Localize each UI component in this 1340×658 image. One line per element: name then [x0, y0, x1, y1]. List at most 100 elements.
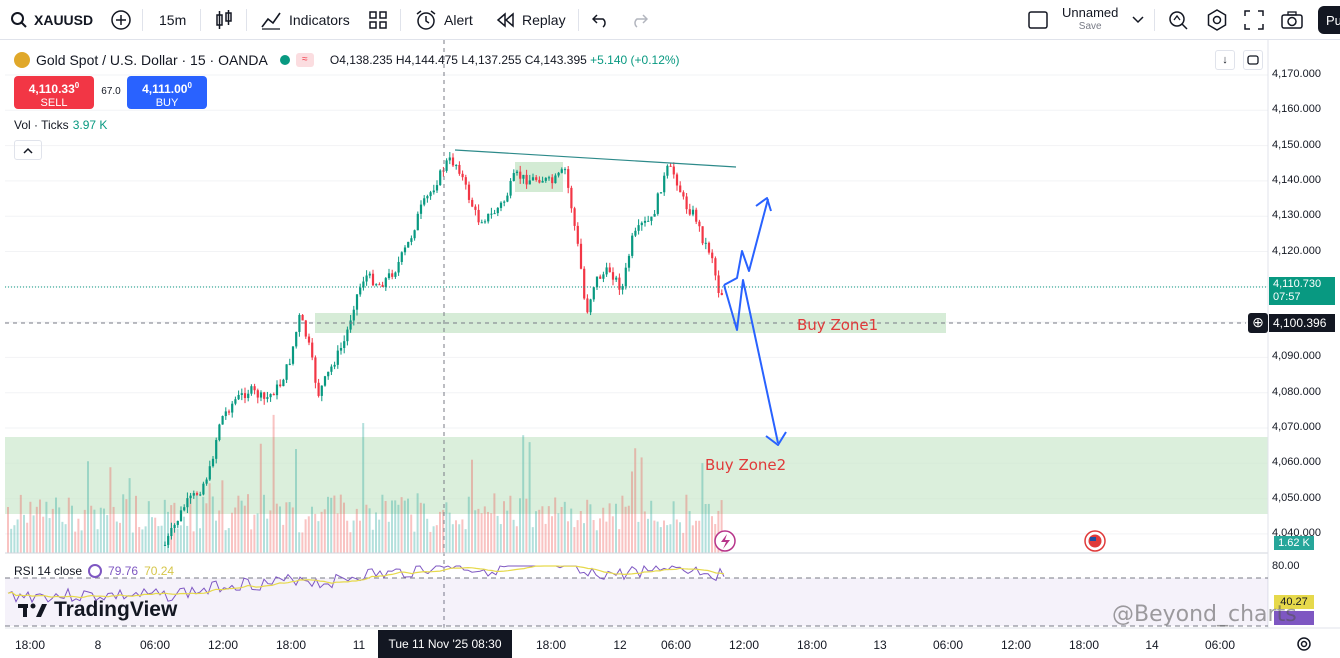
volume-bar [599, 518, 601, 553]
templates-button[interactable] [369, 0, 387, 40]
sell-button[interactable]: 4,110.330 SELL [14, 76, 94, 109]
chart-type-button[interactable] [214, 0, 234, 40]
buy-zone1-label[interactable]: Buy Zone1 [797, 316, 879, 334]
replay-label: Replay [522, 12, 566, 28]
spread-value: 67.0 [101, 86, 121, 97]
redo-button[interactable] [630, 0, 648, 40]
volume-bar [125, 499, 128, 553]
tradingview-logo[interactable]: TradingView [18, 598, 177, 622]
high-value: H4,144.475 [395, 53, 458, 67]
volume-bar [602, 507, 605, 553]
indicators-button[interactable]: Indicators [261, 0, 350, 40]
candle-body [631, 235, 634, 256]
replay-button[interactable]: Replay [496, 0, 566, 40]
scroll-down-button[interactable]: ↓ [1215, 50, 1235, 70]
alert-button[interactable]: Alert [415, 0, 473, 40]
volume-bar [256, 513, 259, 553]
candle-body [288, 363, 291, 365]
rsi-legend[interactable]: RSI 14 close 79.76 70.24 [14, 564, 174, 578]
volume-bar [122, 494, 125, 553]
volume-label: Vol · Ticks [14, 118, 69, 132]
price-tick-label: 4,090.000 [1272, 350, 1321, 363]
resistance-trendline[interactable] [454, 149, 737, 168]
candle-body [403, 247, 407, 253]
market-status-icon[interactable] [279, 55, 290, 65]
volume-bar [448, 512, 451, 553]
rsi-current-badge: 40.27 [1274, 595, 1314, 609]
candle-body [506, 195, 509, 202]
symbol-search[interactable]: XAUUSD [10, 0, 93, 40]
volume-bar [160, 525, 163, 553]
candle-body [391, 273, 394, 277]
candle-body [442, 170, 445, 172]
candle-body [314, 357, 317, 383]
layout-button[interactable] [1028, 0, 1048, 40]
candle-body [343, 341, 346, 348]
projection-arrows[interactable] [723, 197, 787, 446]
volume-bar [391, 500, 393, 553]
collapse-legend-button[interactable] [14, 140, 42, 160]
change-value: +5.140 (+0.12%) [590, 53, 680, 67]
volume-bar [282, 524, 285, 553]
data-delay-icon[interactable]: ≈ [295, 53, 314, 67]
candle-body [621, 286, 624, 290]
candle-body [173, 524, 176, 528]
candle-body [355, 294, 359, 310]
volume-bar [154, 517, 157, 553]
volume-bar [195, 494, 198, 553]
legend-title[interactable]: Gold Spot / U.S. Dollar · 15 · OANDA [36, 52, 268, 68]
time-axis-settings-button[interactable] [1296, 636, 1312, 657]
compare-button[interactable] [110, 0, 132, 40]
volume-bar [365, 504, 368, 553]
maximize-pane-button[interactable] [1243, 50, 1263, 70]
snapshot-button[interactable] [1281, 0, 1303, 40]
buy-zone2-label[interactable]: Buy Zone2 [705, 456, 787, 474]
candle-body [471, 199, 474, 207]
volume-bar [522, 435, 525, 553]
interval-button[interactable]: 15m [159, 12, 187, 28]
price-tick-label: 4,070.000 [1272, 421, 1321, 433]
candle-body [224, 411, 227, 417]
volume-bar [640, 457, 643, 553]
time-tick-label: 14 [1145, 638, 1159, 652]
layout-square-icon [1028, 11, 1048, 29]
volume-bar [90, 505, 93, 553]
chart-area[interactable] [0, 40, 1340, 658]
volume-bar [611, 516, 614, 553]
candle-body [215, 440, 218, 459]
rewind-icon [496, 12, 514, 28]
candle-body [717, 275, 720, 294]
grid-icon [369, 11, 387, 29]
candle-body [211, 458, 215, 467]
volume-bar [157, 526, 160, 553]
candle-body [291, 346, 295, 364]
volume-bar [563, 501, 566, 553]
layout-name[interactable]: Unnamed Save [1062, 0, 1118, 40]
quick-search-button[interactable] [1168, 0, 1188, 40]
candle-body [400, 252, 403, 262]
settings-button[interactable] [1206, 0, 1228, 40]
candle-body [509, 181, 512, 196]
candle-body [426, 196, 429, 199]
add-alert-plus-icon[interactable]: ⊕ [1248, 313, 1268, 333]
candle-body [451, 157, 455, 166]
low-value: L4,137.255 [461, 53, 522, 67]
undo-button[interactable] [592, 0, 610, 40]
candle-body [659, 192, 663, 194]
indicators-label: Indicators [289, 12, 350, 28]
fullscreen-button[interactable] [1244, 0, 1264, 40]
buy-zone2-rect[interactable] [5, 437, 1268, 514]
volume-legend[interactable]: Vol · Ticks 3.97 K [14, 118, 107, 132]
rsi-settings-icon[interactable] [88, 564, 103, 578]
price-tick-label: 4,160.000 [1272, 103, 1321, 116]
candle-body [583, 268, 586, 299]
layout-dropdown[interactable] [1132, 0, 1144, 40]
candle-body [371, 273, 375, 286]
candle-body [467, 184, 471, 200]
volume-bar [637, 521, 640, 553]
volume-bar [304, 519, 307, 553]
buy-button[interactable]: 4,111.000 BUY [127, 76, 207, 109]
candle-body [595, 276, 599, 288]
price-chart[interactable] [0, 40, 1340, 658]
publish-button[interactable]: Pu [1318, 6, 1340, 34]
